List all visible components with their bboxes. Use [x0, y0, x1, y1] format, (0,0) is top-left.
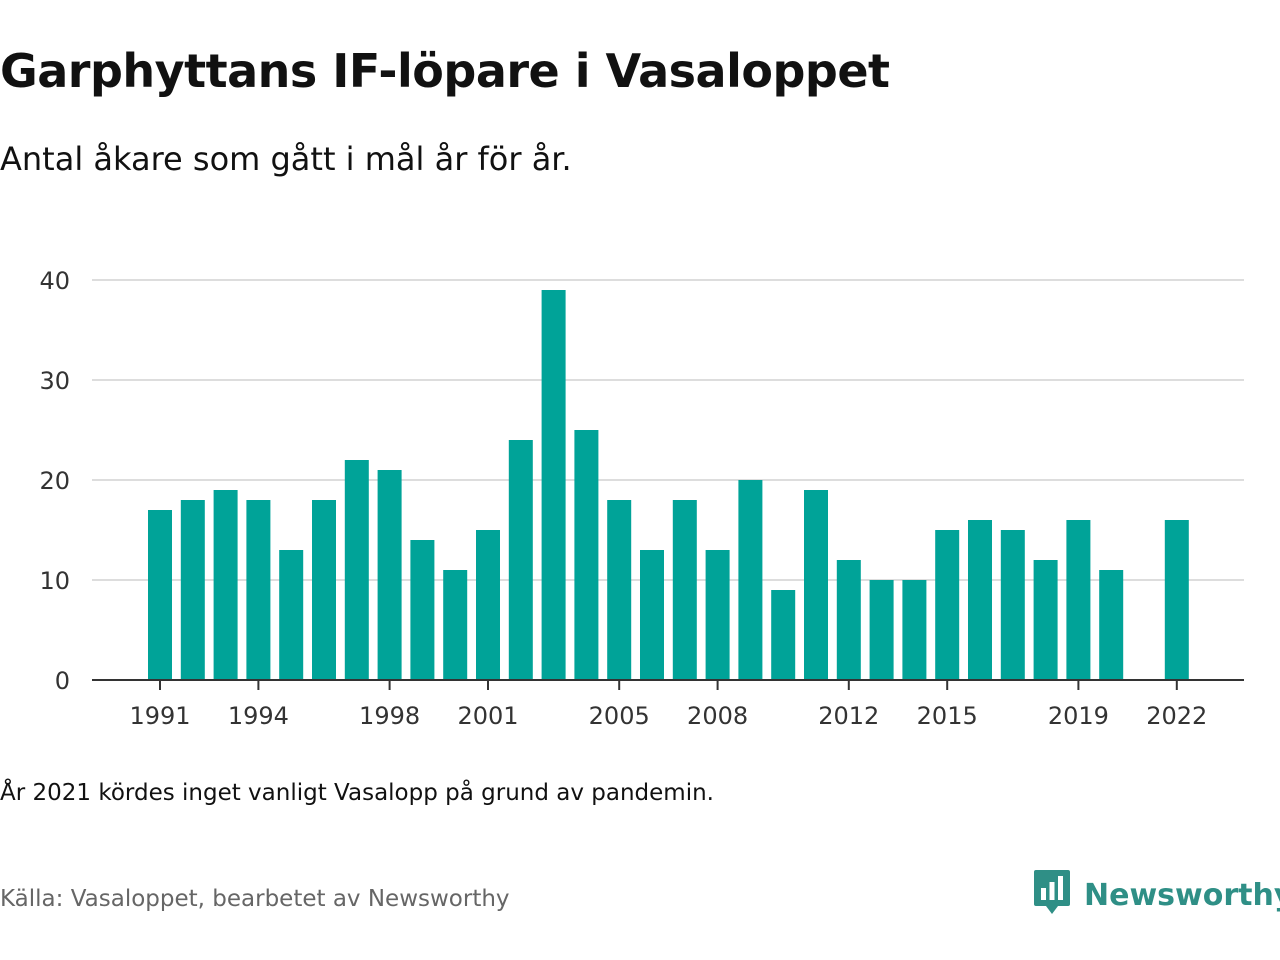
y-tick-label: 10: [39, 567, 70, 595]
bar-2016: [968, 520, 992, 680]
bar-2000: [443, 570, 468, 680]
x-tick-label: 2001: [457, 702, 518, 730]
brand-logo[interactable]: Newsworthy: [1032, 870, 1280, 920]
bar-2003: [541, 290, 566, 680]
x-tick-label: 1994: [228, 702, 289, 730]
bar-2006: [640, 550, 664, 680]
y-axis-ticks: 0 10 20 30 40: [39, 267, 70, 695]
bar-2014: [902, 580, 927, 680]
bar-2008: [705, 550, 730, 680]
bar-2005: [607, 500, 632, 680]
bar-2002: [508, 440, 533, 680]
bar-1991: [148, 510, 172, 680]
source-credit: Källa: Vasaloppet, bearbetet av Newswort…: [0, 886, 510, 912]
bar-chart-speech-bubble-icon: [1032, 868, 1072, 922]
bar-1994: [246, 500, 271, 680]
bar-2013: [869, 580, 894, 680]
bar-1999: [410, 540, 435, 680]
bar-2022: [1164, 520, 1189, 680]
bar-2019: [1066, 520, 1091, 680]
x-tick-label: 1998: [359, 702, 420, 730]
bars: [148, 290, 1189, 680]
chart-subtitle: Antal åkare som gått i mål år för år.: [0, 140, 572, 178]
bar-2018: [1033, 560, 1058, 680]
brand-name: Newsworthy: [1084, 877, 1280, 913]
bar-2015: [935, 530, 960, 680]
bar-1996: [312, 500, 336, 680]
bar-2017: [1000, 530, 1025, 680]
x-tick-label: 2015: [917, 702, 978, 730]
bar-2001: [476, 530, 500, 680]
bar-1995: [279, 550, 304, 680]
bar-2020: [1099, 570, 1124, 680]
bar-2012: [836, 560, 861, 680]
bar-2004: [574, 430, 599, 680]
y-tick-label: 20: [39, 467, 70, 495]
bar-2009: [738, 480, 763, 680]
x-tick-label: 2019: [1048, 702, 1109, 730]
bar-1992: [180, 500, 205, 680]
bar-2010: [771, 590, 796, 680]
y-tick-label: 40: [39, 267, 70, 295]
bar-2011: [804, 490, 828, 680]
bar-2007: [672, 500, 697, 680]
x-tick-label: 2008: [687, 702, 748, 730]
chart-note: År 2021 kördes inget vanligt Vasalopp på…: [0, 780, 714, 806]
bar-chart: 0 10 20 30 40 1991 1994 1998 2001 2005 2008 2012 20…: [39, 267, 1244, 730]
bar-1993: [213, 490, 238, 680]
bar-1998: [377, 470, 402, 680]
y-tick-label: 30: [39, 367, 70, 395]
x-tick-label: 1991: [129, 702, 190, 730]
x-tick-label: 2005: [589, 702, 650, 730]
x-axis-ticks: 1991 1994 1998 2001 2005 2008 2012 2015 2019 2022: [129, 680, 1207, 730]
bar-1997: [344, 460, 369, 680]
chart-title: Garphyttans IF-löpare i Vasaloppet: [0, 44, 890, 98]
x-tick-label: 2012: [818, 702, 879, 730]
y-tick-label: 0: [55, 667, 70, 695]
x-tick-label: 2022: [1146, 702, 1207, 730]
